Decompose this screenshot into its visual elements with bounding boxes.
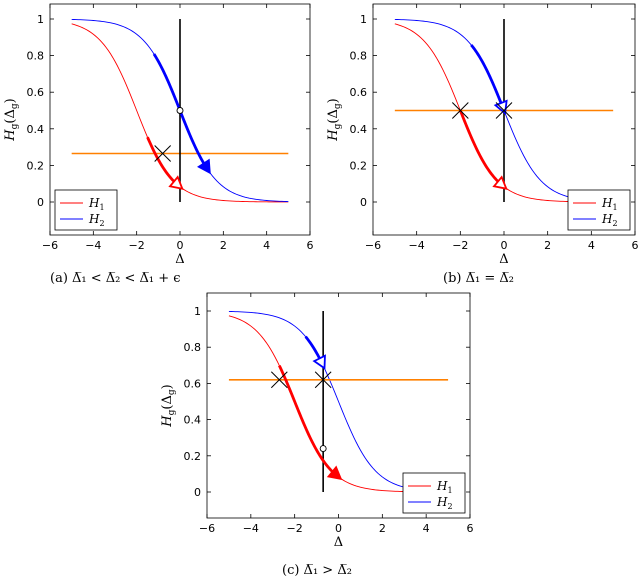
y-tick-label: 0 [194, 486, 201, 499]
series-line-h2 [228, 311, 449, 492]
y-tick-label: 0.8 [27, 50, 45, 63]
x-tick-label: −6 [42, 239, 58, 252]
y-tick-label: 1 [194, 305, 201, 318]
legend-label-h2: H2 [436, 495, 453, 511]
x-tick-label: 0 [501, 239, 508, 252]
y-tick-label: 0.2 [27, 159, 45, 172]
crossing-mark [154, 145, 172, 162]
legend-label-h1: H1 [436, 479, 453, 495]
y-tick-label: 0.4 [27, 123, 45, 136]
open-circle-marker [176, 107, 184, 114]
figure-caption: (a) Δ̅₁ < Δ̅₂ < Δ̅₁ + ϵ [50, 271, 181, 286]
x-tick-label: −2 [452, 239, 468, 252]
y-tick-label: 1 [360, 13, 367, 26]
legend-label-h2: H2 [601, 212, 618, 228]
x-tick-label: 6 [307, 239, 314, 252]
legend-label-h1: H1 [601, 196, 618, 212]
open-circle-marker [319, 445, 327, 453]
y-tick-label: 0.6 [184, 377, 202, 390]
y-tick-label: 0.8 [184, 341, 202, 354]
arrow-head-h1 [492, 175, 508, 190]
x-tick-label: −6 [365, 239, 381, 252]
x-tick-label: 4 [588, 239, 595, 252]
y-tick-label: 0.6 [27, 86, 45, 99]
y-tick-label: 0.2 [184, 450, 202, 463]
legend-box [567, 189, 631, 231]
y-tick-label: 0.4 [350, 123, 368, 136]
y-tick-label: 0.2 [350, 159, 368, 172]
crossing-mark [495, 102, 513, 119]
x-tick-label: 6 [632, 239, 639, 252]
series-line-h1 [228, 315, 449, 493]
x-tick-label: −6 [199, 522, 215, 535]
arrow-segment-h2 [470, 44, 506, 112]
x-axis-label: Δ [499, 252, 508, 267]
legend-label-h1: H1 [88, 196, 105, 212]
figure-caption: (c) Δ̅₁ > Δ̅₂ [282, 563, 352, 577]
arrow-head-h2 [197, 158, 211, 175]
x-tick-label: 2 [544, 239, 551, 252]
y-tick-label: 0.8 [350, 50, 368, 63]
crossing-mark [314, 371, 332, 389]
arrow-head-h2 [312, 354, 326, 370]
x-tick-label: 6 [467, 522, 474, 535]
x-tick-label: −2 [129, 239, 145, 252]
arrow-head-h1 [168, 175, 184, 190]
y-tick-label: 1 [37, 13, 44, 26]
x-tick-label: 2 [220, 239, 227, 252]
x-tick-label: −2 [287, 522, 303, 535]
x-tick-label: −4 [85, 239, 101, 252]
arrow-segment-h1 [459, 109, 505, 188]
x-tick-label: −4 [409, 239, 425, 252]
legend-box [402, 472, 466, 514]
figure-caption: (b) Δ̅₁ = Δ̅₂ [443, 271, 514, 286]
x-tick-label: 0 [335, 522, 342, 535]
y-tick-label: 0 [360, 196, 367, 209]
x-tick-label: 2 [379, 522, 386, 535]
arrow-segment-h1 [278, 364, 340, 479]
y-tick-label: 0.4 [184, 414, 202, 427]
y-axis-label: Hg(Δg) [326, 98, 343, 141]
x-axis-label: Δ [334, 535, 343, 550]
x-tick-label: 4 [423, 522, 430, 535]
arrow-head-h1 [326, 465, 343, 481]
y-tick-label: 0.6 [350, 86, 368, 99]
legend-label-h2: H2 [88, 212, 105, 228]
x-tick-label: 0 [177, 239, 184, 252]
y-axis-label: Hg(Δg) [3, 98, 20, 141]
y-axis-label: Hg(Δg) [160, 384, 177, 427]
legend-box [54, 189, 118, 231]
crossing-mark [451, 102, 469, 119]
x-tick-label: −4 [243, 522, 259, 535]
crossing-mark [270, 371, 288, 389]
x-axis-label: Δ [175, 252, 184, 267]
y-tick-label: 0 [37, 196, 44, 209]
x-tick-label: 4 [263, 239, 270, 252]
